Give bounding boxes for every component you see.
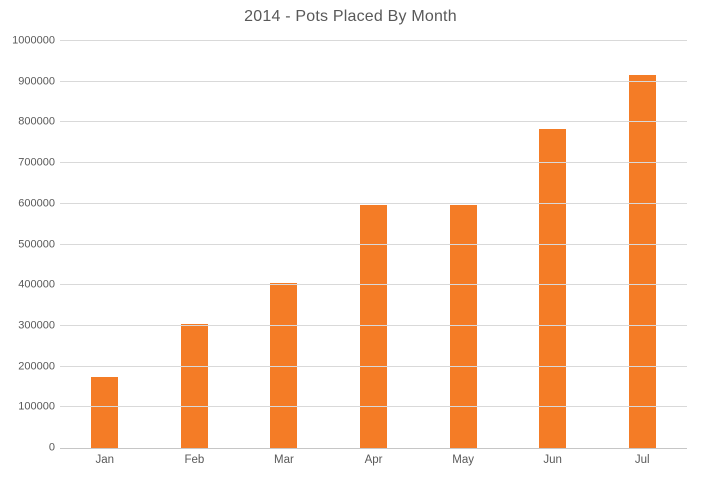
bar-slot — [60, 41, 150, 448]
y-axis-tick-label: 400000 — [18, 278, 55, 291]
x-axis: Jan Feb Mar Apr May Jun Jul — [60, 454, 687, 466]
x-axis-tick-label: Jan — [95, 454, 115, 466]
bar-feb — [180, 323, 208, 448]
y-axis-tick-label: 0 — [48, 441, 55, 454]
y-axis-tick-label: 600000 — [18, 197, 55, 210]
gridline — [60, 406, 687, 408]
y-axis-tick-label: 300000 — [18, 319, 55, 332]
y-axis: 0 100000 200000 300000 400000 500000 600000 700… — [0, 35, 55, 453]
x-axis-line — [60, 448, 687, 449]
bar-jul — [628, 75, 656, 448]
bar-slot — [150, 41, 240, 448]
x-axis-tick-label: Mar — [274, 454, 294, 466]
y-axis-tick-label: 900000 — [18, 75, 55, 88]
gridline — [60, 202, 687, 204]
bar-may — [449, 204, 477, 448]
y-axis-tick-label: 700000 — [18, 156, 55, 169]
bar-mar — [270, 283, 298, 448]
x-axis-tick-label: May — [452, 454, 474, 466]
gridline — [60, 162, 687, 164]
y-axis-tick-label: 100000 — [18, 400, 55, 413]
y-axis-tick-label: 200000 — [18, 360, 55, 373]
bar-apr — [360, 204, 388, 448]
x-axis-tick-label: Jul — [634, 454, 650, 466]
bar-slot — [508, 41, 598, 448]
gridline — [60, 284, 687, 286]
bar-slot — [329, 41, 419, 448]
bar-slot — [597, 41, 687, 448]
gridline — [60, 243, 687, 245]
x-axis-tick-label: Feb — [184, 454, 205, 466]
chart-title: 2014 - Pots Placed By Month — [244, 8, 457, 25]
plot-area — [60, 40, 687, 448]
gridline — [60, 80, 687, 82]
x-axis-tick-label: Jun — [543, 454, 562, 466]
bar-slot — [418, 41, 508, 448]
y-axis-tick-label: 500000 — [18, 238, 55, 250]
x-axis-tick-label: Apr — [364, 454, 383, 466]
y-axis-tick-label: 1000000 — [12, 34, 55, 47]
bar-slot — [239, 41, 329, 448]
y-axis-tick-label: 800000 — [18, 115, 55, 128]
gridline — [60, 324, 687, 326]
bars-layer — [60, 41, 687, 448]
gridline — [60, 40, 687, 41]
gridline — [60, 121, 687, 123]
gridline — [60, 365, 687, 367]
bar-jun — [539, 128, 567, 448]
bar-jan — [91, 376, 119, 448]
